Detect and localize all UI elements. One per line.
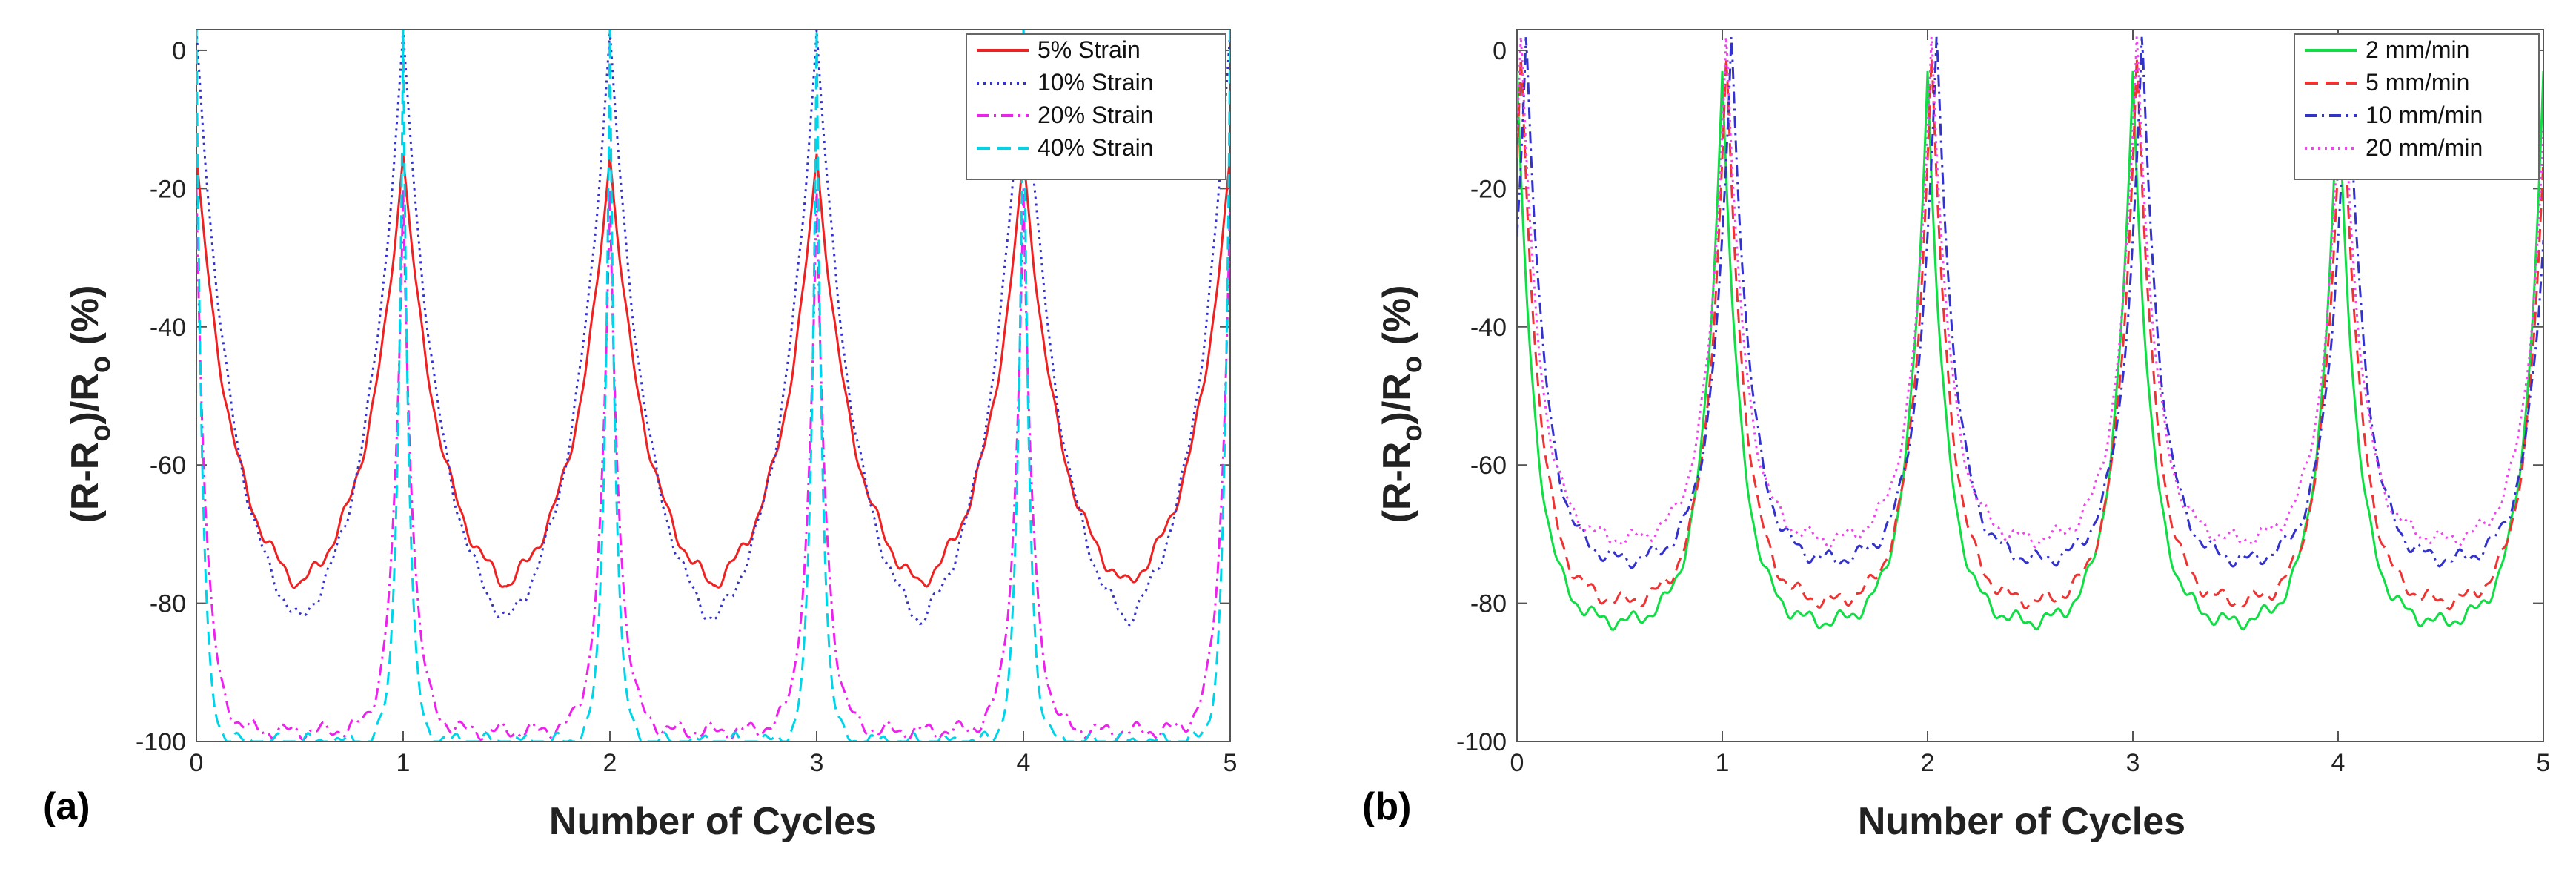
y-tick-label: -100 [136,728,186,756]
x-tick-label: 3 [2126,749,2140,777]
legend-label: 10% Strain [1038,69,1154,96]
legend: 2 mm/min 5 mm/min 10 mm/min 20 mm/min [2294,33,2540,180]
x-tick-label: 2 [1921,749,1935,777]
y-tick-label: -40 [150,314,186,342]
legend-label: 5% Strain [1038,36,1141,63]
x-tick-label: 5 [1224,749,1238,777]
x-tick-label: 0 [1510,749,1524,777]
x-tick-label: 4 [2331,749,2346,777]
legend-box [2294,33,2540,180]
panel-b: (b) Number of Cycles (R-Ro)/Ro (%) 0 1 2 3 4… [1362,29,2551,843]
y-tick-label: -80 [1470,590,1507,618]
legend-label: 5 mm/min [2366,69,2469,96]
y-tick-label: -100 [1456,728,1507,756]
series-line-2-mm-min [1517,70,2543,632]
series-line-20-strain [196,188,1230,741]
panel-b-xlabel: Number of Cycles [1858,800,2185,843]
x-tick-label: 0 [190,749,204,777]
y-tick-label: -80 [150,590,186,618]
x-tick-label: 2 [603,749,617,777]
legend-label: 10 mm/min [2366,102,2483,128]
legend-label: 2 mm/min [2366,36,2469,63]
legend: 5% Strain 10% Strain 20% Strain 40% Strain [966,33,1226,180]
panel-a: (a) Number of Cycles (R-Ro)/Ro (%) 0 1 2 3 4… [43,29,1238,843]
series-line-10-strain [196,30,1230,627]
panel-b-label: (b) [1362,785,1411,828]
y-tick-label: -40 [1470,314,1507,342]
x-tick-label: 3 [810,749,824,777]
y-tick-label: -20 [150,175,186,203]
y-tick-label: 0 [172,37,186,65]
legend-box [966,33,1226,180]
y-tick-label: 0 [1493,37,1507,65]
x-tick-label: 1 [396,749,411,777]
series-line-10-mm-min [1517,36,2543,569]
legend-label: 40% Strain [1038,134,1154,161]
panel-a-xlabel: Number of Cycles [549,800,877,843]
y-tick-label: -20 [1470,175,1507,203]
legend-label: 20 mm/min [2366,134,2483,161]
legend-label: 20% Strain [1038,102,1154,128]
x-tick-label: 5 [2537,749,2551,777]
y-tick-label: -60 [150,452,186,480]
x-tick-label: 4 [1017,749,1031,777]
y-tick-label: -60 [1470,452,1507,480]
panel-b-ylabel: (R-Ro)/Ro (%) [1375,285,1428,523]
x-tick-label: 1 [1716,749,1730,777]
panel-a-ylabel: (R-Ro)/Ro (%) [64,285,116,523]
series-line-5-strain [196,153,1230,589]
panel-a-label: (a) [43,785,90,828]
